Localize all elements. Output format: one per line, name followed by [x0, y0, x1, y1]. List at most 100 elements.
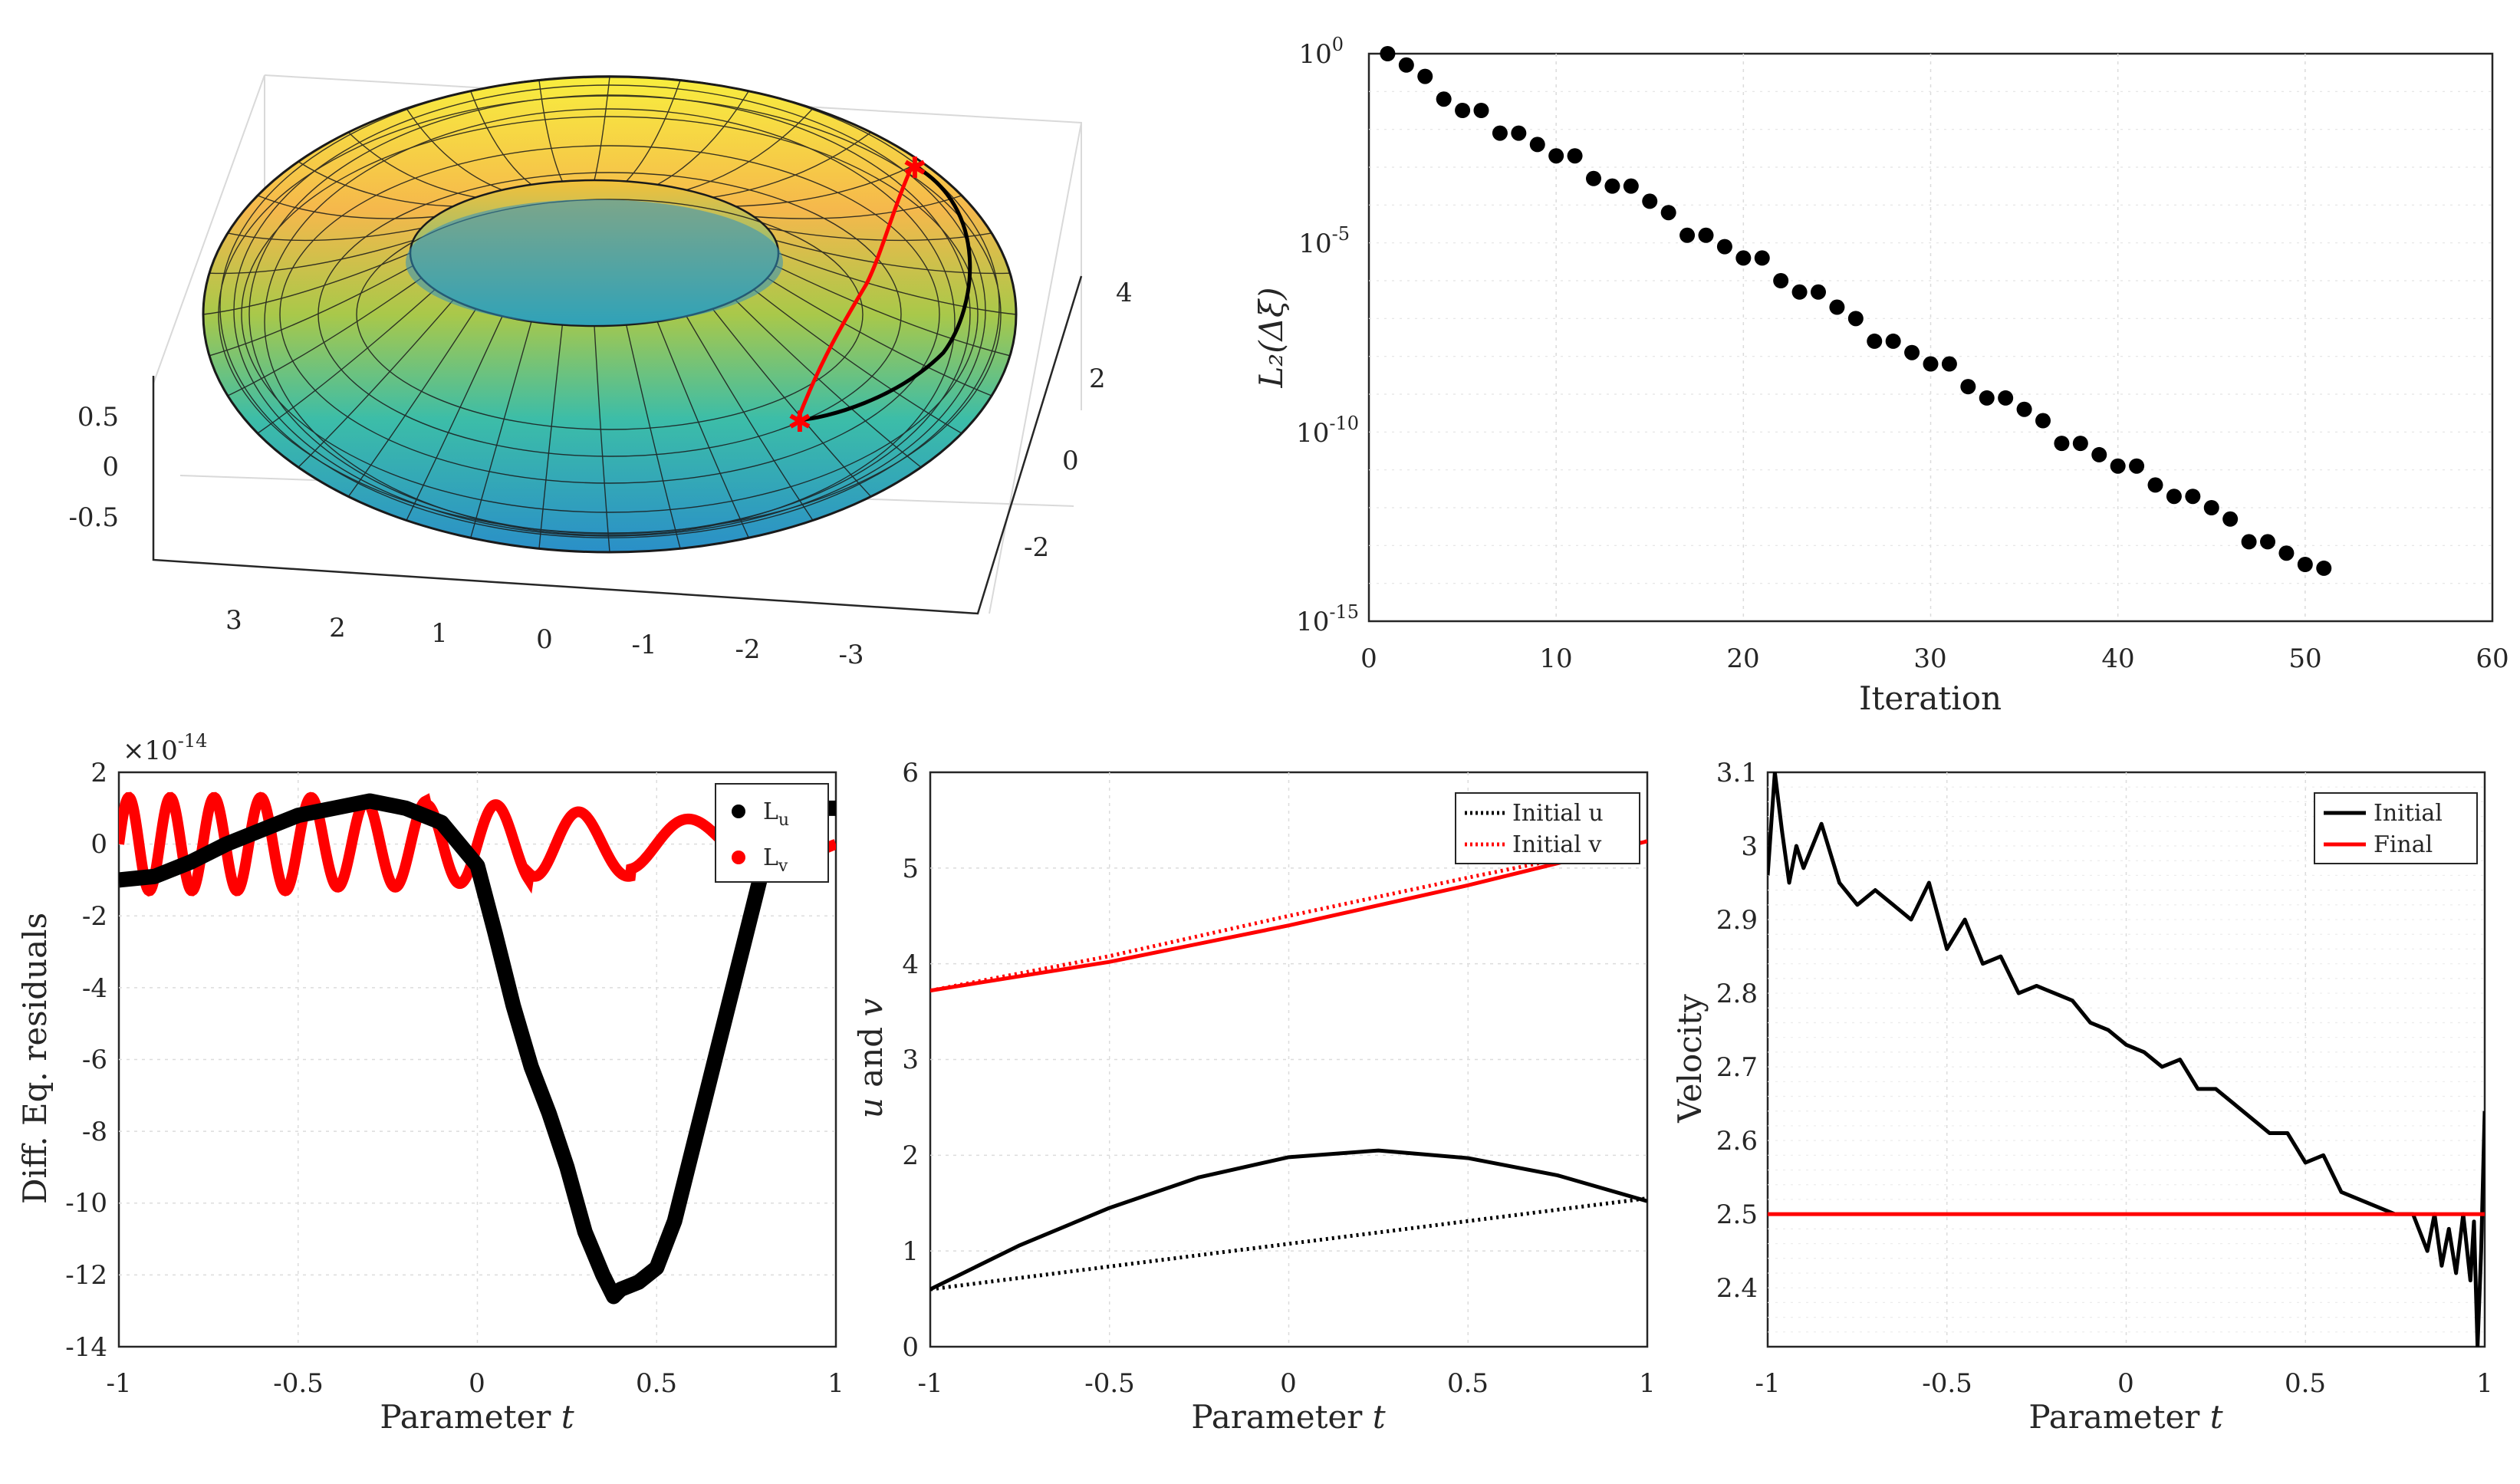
conv-point	[1473, 103, 1489, 118]
uv-x-tick: -1	[917, 1368, 943, 1399]
torus-mesh-meridian	[209, 239, 413, 275]
uv-x-tick: 0.5	[1447, 1368, 1489, 1399]
conv-point	[1567, 148, 1583, 164]
resid-y-label: Diff. Eq. residuals	[16, 913, 54, 1204]
torus-mesh-meridian	[712, 131, 872, 198]
torus-mesh-meridian	[778, 252, 1017, 315]
conv-point	[2110, 458, 2126, 474]
conv-point	[2241, 534, 2257, 550]
conv-point	[1791, 284, 1808, 300]
uv-chart: 6 5 4 3 2 1 0 -1 -0.5 0 0.5 1 Parameter …	[852, 758, 1656, 1436]
conv-point	[2035, 413, 2051, 429]
conv-point	[2203, 500, 2219, 515]
conv-point	[1867, 333, 1883, 349]
resid-series-lu	[119, 793, 836, 1305]
torus-mesh-meridian	[257, 288, 436, 434]
vel-y-tick: 3	[1741, 831, 1758, 862]
conv-point	[2260, 534, 2275, 550]
uv-x-tick: -0.5	[1084, 1368, 1135, 1399]
uv-legend: Initial u Initial v	[1455, 792, 1640, 864]
uv-plot-area	[929, 771, 1649, 1348]
conv-point	[1885, 333, 1901, 349]
conv-point	[2147, 477, 2163, 493]
conv-grid	[1369, 54, 2492, 621]
vel-y-tick: 2.4	[1716, 1273, 1758, 1304]
torus-mesh-ring	[264, 108, 956, 536]
conv-y-label: L₂(Δξ)	[1252, 288, 1290, 389]
resid-y-tick: 2	[90, 758, 107, 788]
vel-y-tick: 3.1	[1716, 758, 1758, 788]
conv-point	[1586, 170, 1601, 186]
torus-mesh-meridian	[406, 108, 503, 191]
resid-y-tick: -4	[82, 973, 107, 1004]
resid-y-tick: -10	[65, 1188, 107, 1219]
conv-point	[1904, 344, 1920, 360]
conv-point	[1529, 137, 1545, 153]
torus-geodesic-curve	[797, 163, 972, 423]
torus-mesh-ring	[279, 145, 940, 484]
uv-lines	[930, 839, 1647, 1292]
conv-x-tick: 30	[1913, 643, 1946, 674]
residuals-chart: 2 0 -2 -4 -6 -8 -10 -12 -14 ×10-14 -1 -0…	[16, 730, 844, 1436]
vel-y-tick: 2.9	[1716, 905, 1758, 936]
torus-path-curve	[795, 163, 915, 421]
resid-x-label: Parameter t	[380, 1398, 574, 1436]
vel-y-label: Velocity	[1671, 994, 1709, 1124]
vel-y-ticks: 3.1 3 2.9 2.8 2.7 2.6 2.5 2.4	[1716, 758, 1758, 1304]
conv-point	[1642, 193, 1658, 209]
vel-legend-initial: Initial	[2374, 800, 2443, 827]
resid-x-tick: 0	[469, 1368, 485, 1399]
conv-point	[1398, 57, 1414, 73]
conv-point	[2016, 401, 2032, 417]
conv-point	[2222, 511, 2239, 527]
uv-y-tick: 1	[902, 1236, 919, 1267]
uv-y-tick: 3	[902, 1045, 919, 1075]
uv-y-tick: 0	[902, 1332, 919, 1363]
torus-mesh-ring	[356, 199, 864, 430]
conv-x-tick: 0	[1360, 643, 1377, 674]
conv-point	[1960, 379, 1976, 395]
torus-z-tick: 0.5	[77, 402, 119, 433]
uv-series-final-v	[930, 839, 1647, 993]
resid-y-tick: 0	[90, 829, 107, 860]
resid-x-tick: 1	[827, 1368, 844, 1399]
torus-x-tick: -3	[838, 640, 864, 670]
conv-point	[2297, 557, 2313, 572]
conv-point	[1623, 178, 1639, 194]
torus-mesh-meridian	[686, 108, 814, 191]
resid-y-tick: -8	[82, 1117, 107, 1147]
uv-y-tick: 6	[902, 758, 919, 788]
uv-x-label: Parameter t	[1191, 1398, 1385, 1436]
conv-point	[2166, 489, 2182, 505]
torus-mesh-ring	[241, 116, 979, 513]
torus-mesh-meridian	[257, 195, 436, 219]
torus-3d-plot: ✱ ✱ 0.5 0 -0.5 3 2 1 0 -1 -2 -3 4 2 0 -2	[68, 74, 1133, 670]
uv-legend-initial-v: Initial v	[1512, 831, 1601, 858]
uv-y-tick: 5	[902, 854, 919, 884]
uv-series-final-u	[930, 1148, 1647, 1292]
conv-x-tick: 10	[1539, 643, 1572, 674]
torus-mesh-ring	[248, 94, 971, 535]
resid-y-tick: -6	[82, 1045, 107, 1075]
vel-y-tick: 2.6	[1716, 1126, 1758, 1157]
conv-point	[2185, 489, 2201, 505]
conv-x-tick: 50	[2288, 643, 2321, 674]
torus-mesh-meridian	[753, 288, 962, 434]
torus-mesh-meridian	[775, 265, 1011, 357]
vel-legend-final: Final	[2374, 831, 2433, 858]
conv-point	[1923, 356, 1939, 372]
conv-x-tick: 60	[2476, 643, 2508, 674]
conv-point	[1979, 390, 1995, 406]
conv-point	[1847, 311, 1864, 327]
torus-y-tick: 2	[1089, 364, 1106, 394]
conv-point	[1660, 205, 1676, 221]
torus-mesh-meridian	[347, 132, 476, 198]
conv-y-tick: 10-5	[1298, 223, 1350, 259]
conv-point	[1679, 227, 1696, 243]
vel-x-tick: -0.5	[1922, 1368, 1972, 1399]
conv-point	[1417, 68, 1433, 84]
vel-y-tick: 2.8	[1716, 979, 1758, 1009]
torus-start-marker: ✱	[903, 151, 927, 185]
conv-point	[1754, 250, 1770, 266]
